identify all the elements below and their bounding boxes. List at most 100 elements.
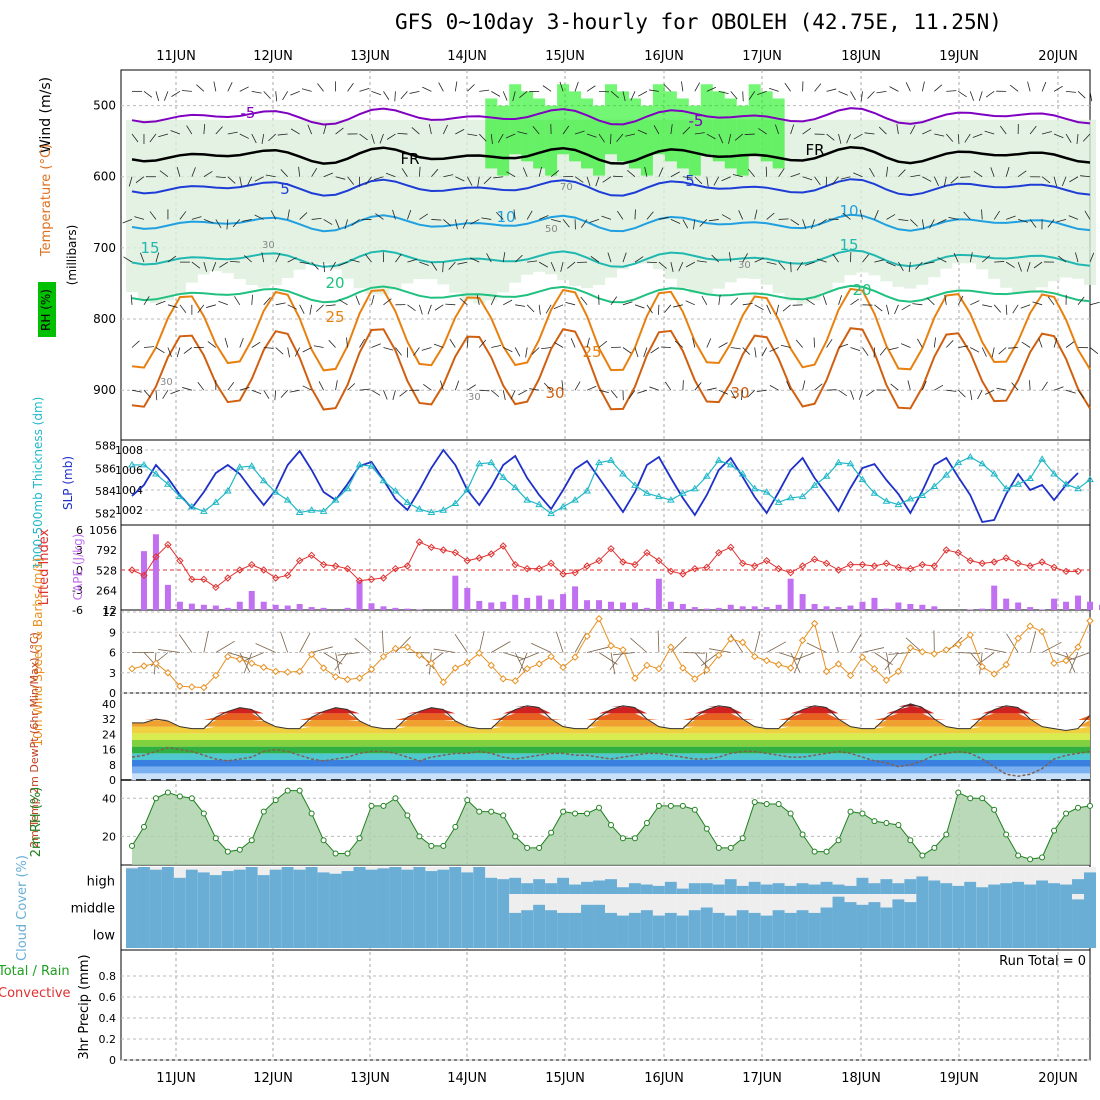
li-point	[307, 551, 316, 560]
wind-barb	[1053, 337, 1058, 348]
date-label-bottom: 16JUN	[644, 1071, 684, 1086]
rh2m-point	[979, 795, 986, 802]
thickness-point	[607, 456, 615, 463]
rh-high-shade	[748, 84, 761, 155]
cloud-low-cell	[964, 921, 977, 948]
wind-barb	[395, 347, 402, 356]
wind-barb	[1041, 131, 1052, 135]
temp-contour	[131, 178, 1091, 197]
wind-barb	[970, 347, 980, 353]
wind-barb	[466, 337, 469, 348]
thickness-point	[978, 459, 987, 467]
wind-barb	[894, 304, 899, 315]
wind-barb	[802, 219, 807, 230]
cloud-high-cell	[1036, 880, 1049, 894]
wind10m-barb	[976, 652, 995, 666]
rh2m-point	[883, 820, 890, 827]
date-label-bottom: 17JUN	[742, 1071, 782, 1086]
rh2m-point	[129, 842, 135, 849]
cloud-middle-cell	[605, 912, 617, 921]
wind-barb	[634, 304, 645, 309]
wind-barb	[502, 390, 506, 401]
wind-barb	[644, 166, 648, 177]
wind-barb	[467, 84, 475, 92]
rh-shade	[149, 119, 162, 304]
wind-barb	[670, 262, 674, 272]
date-label-bottom: 20JUN	[1038, 1071, 1078, 1086]
contour-label: 15	[839, 236, 858, 254]
cloud-high-cell	[449, 867, 462, 894]
wind-barb	[953, 252, 959, 263]
wind-barb	[973, 170, 983, 178]
cape-bar	[727, 604, 734, 610]
wind-barb	[889, 86, 899, 92]
wind-barb	[802, 380, 806, 391]
wind-barb	[134, 216, 145, 220]
wind-barb	[929, 219, 935, 229]
temp-contour	[131, 145, 1091, 165]
date-label-top: 13JUN	[350, 49, 390, 64]
rh-shade	[880, 119, 893, 282]
cloud-high-cell	[784, 885, 797, 894]
wind-barb	[910, 174, 921, 178]
thickness-point	[774, 498, 783, 505]
wind-barb	[479, 389, 490, 392]
wind-barb	[554, 342, 564, 348]
wind-barb	[167, 347, 172, 357]
thickness-tick: 588	[95, 440, 116, 453]
li-point	[727, 543, 735, 552]
wind-barb	[522, 167, 528, 177]
cloud-middle-cell	[940, 894, 953, 921]
cape-bar	[416, 609, 423, 610]
wind10m-point	[655, 664, 663, 673]
wind-barb	[1017, 261, 1022, 272]
wind-barb	[538, 166, 542, 177]
rh2m-point	[176, 793, 183, 800]
thickness-point	[427, 508, 436, 516]
thickness-point	[487, 458, 496, 466]
wind-barb	[438, 82, 444, 92]
wind-barb	[457, 261, 468, 265]
li-point	[846, 560, 855, 569]
wind-barb	[984, 130, 995, 135]
wind-barb	[325, 304, 336, 307]
cloud-high-cell	[365, 869, 378, 894]
wind-barb	[822, 295, 827, 305]
wind-barb	[335, 127, 344, 135]
wind-barb	[155, 252, 160, 263]
wind-barb	[1077, 389, 1085, 399]
rh2m-point	[296, 787, 303, 794]
wind-barb	[634, 256, 644, 263]
wind-barb	[867, 91, 875, 99]
cloud-low-cell	[1048, 921, 1061, 948]
wind-barb	[1082, 133, 1091, 142]
cloud-low-cell	[616, 921, 629, 948]
wind10m-point	[750, 652, 759, 661]
wind-barb	[526, 304, 535, 313]
wind-barb	[311, 261, 319, 270]
rh-shade	[341, 119, 354, 279]
wind-barb	[140, 252, 145, 263]
wind-barb	[806, 298, 815, 306]
rh-high-shade	[736, 105, 749, 176]
wind-barb	[503, 299, 513, 306]
wind-barb	[1053, 85, 1063, 92]
cloud-middle-cell	[1084, 894, 1096, 921]
cloud-low-cell	[976, 921, 989, 948]
cape-bar	[799, 594, 806, 610]
wind-barb	[167, 255, 177, 263]
wind-barb	[866, 389, 875, 397]
wind-barb	[674, 340, 684, 348]
cloud-high-cell	[137, 867, 150, 894]
wind-barb	[542, 85, 552, 92]
wind-barb	[287, 347, 290, 358]
wind-barb	[1005, 261, 1015, 268]
cloud-middle-cell	[652, 915, 665, 921]
cape-bar	[452, 575, 459, 610]
cape-bar	[667, 601, 674, 610]
wind10m-point	[1074, 643, 1082, 651]
wind-barb	[275, 347, 284, 355]
cloud-high-cell	[413, 867, 426, 894]
cloud-middle-cell	[533, 904, 546, 921]
wind-barb	[1053, 386, 1064, 391]
